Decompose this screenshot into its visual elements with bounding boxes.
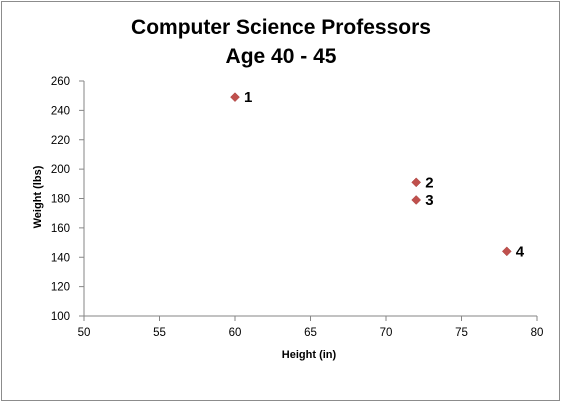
data-point-marker [230,92,240,103]
x-axis-title: Height (in) [282,349,337,361]
y-tick-label: 240 [51,105,70,117]
y-axis-title: Weight (lbs) [32,165,44,228]
data-point-label: 1 [244,89,252,106]
data-points: 1 23 4 [230,89,525,260]
y-tick-label: 140 [51,252,70,264]
x-tick-label: 60 [229,327,242,339]
chart-title-line-2: Age 40 - 45 [226,45,337,68]
y-tick-label: 100 [51,311,70,323]
y-tick-label: 220 [51,135,70,147]
x-tick-label: 50 [78,327,91,339]
y-tick-label: 160 [51,223,70,235]
x-tick-label: 80 [531,327,544,339]
data-point-marker [501,246,512,257]
y-tick-label: 180 [51,194,70,206]
data-point-marker [411,177,422,188]
chart-title: Computer Science Professors Age 40 - 45 [131,16,431,68]
y-tick-label: 260 [51,76,70,88]
axes [83,81,537,317]
x-tick-label: 55 [153,327,166,339]
x-tick-label: 70 [380,327,393,339]
x-tick-label: 65 [304,327,317,339]
ticks: 50 55 60 65 70 75 80 100 120 140 160 180 200 220 240 26… [51,76,544,339]
x-tick-label: 75 [455,327,468,339]
y-tick-label: 200 [51,164,70,176]
data-point-label: 3 [425,192,433,209]
y-tick-label: 120 [51,282,70,294]
data-point-label: 4 [516,243,525,260]
chart-title-line-1: Computer Science Professors [131,16,431,39]
data-point-label: 2 [425,174,433,191]
data-point-marker [411,195,422,205]
